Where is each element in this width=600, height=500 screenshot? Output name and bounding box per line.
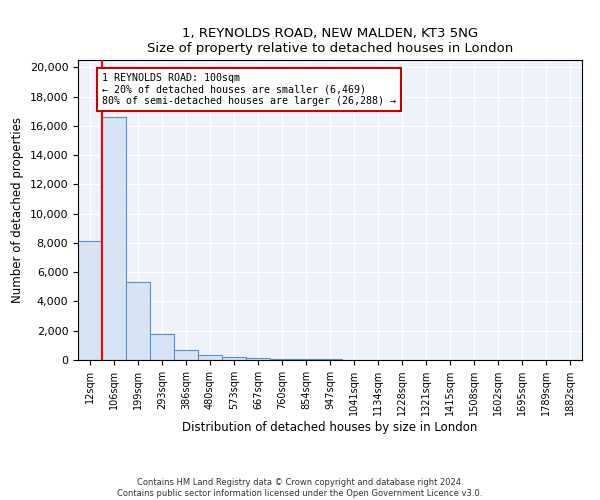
Bar: [270, 359, 294, 360]
Bar: [174, 350, 198, 360]
Bar: [78, 242, 102, 360]
Bar: [246, 358, 270, 360]
Bar: [150, 334, 174, 360]
X-axis label: Distribution of detached houses by size in London: Distribution of detached houses by size …: [182, 421, 478, 434]
Title: 1, REYNOLDS ROAD, NEW MALDEN, KT3 5NG
Size of property relative to detached hous: 1, REYNOLDS ROAD, NEW MALDEN, KT3 5NG Si…: [147, 26, 513, 54]
Bar: [222, 357, 246, 360]
Bar: [102, 117, 126, 360]
Text: 1 REYNOLDS ROAD: 100sqm
← 20% of detached houses are smaller (6,469)
80% of semi: 1 REYNOLDS ROAD: 100sqm ← 20% of detache…: [103, 73, 397, 106]
Bar: [294, 359, 318, 360]
Bar: [198, 355, 222, 360]
Y-axis label: Number of detached properties: Number of detached properties: [11, 117, 24, 303]
Text: Contains HM Land Registry data © Crown copyright and database right 2024.
Contai: Contains HM Land Registry data © Crown c…: [118, 478, 482, 498]
Bar: [126, 282, 150, 360]
